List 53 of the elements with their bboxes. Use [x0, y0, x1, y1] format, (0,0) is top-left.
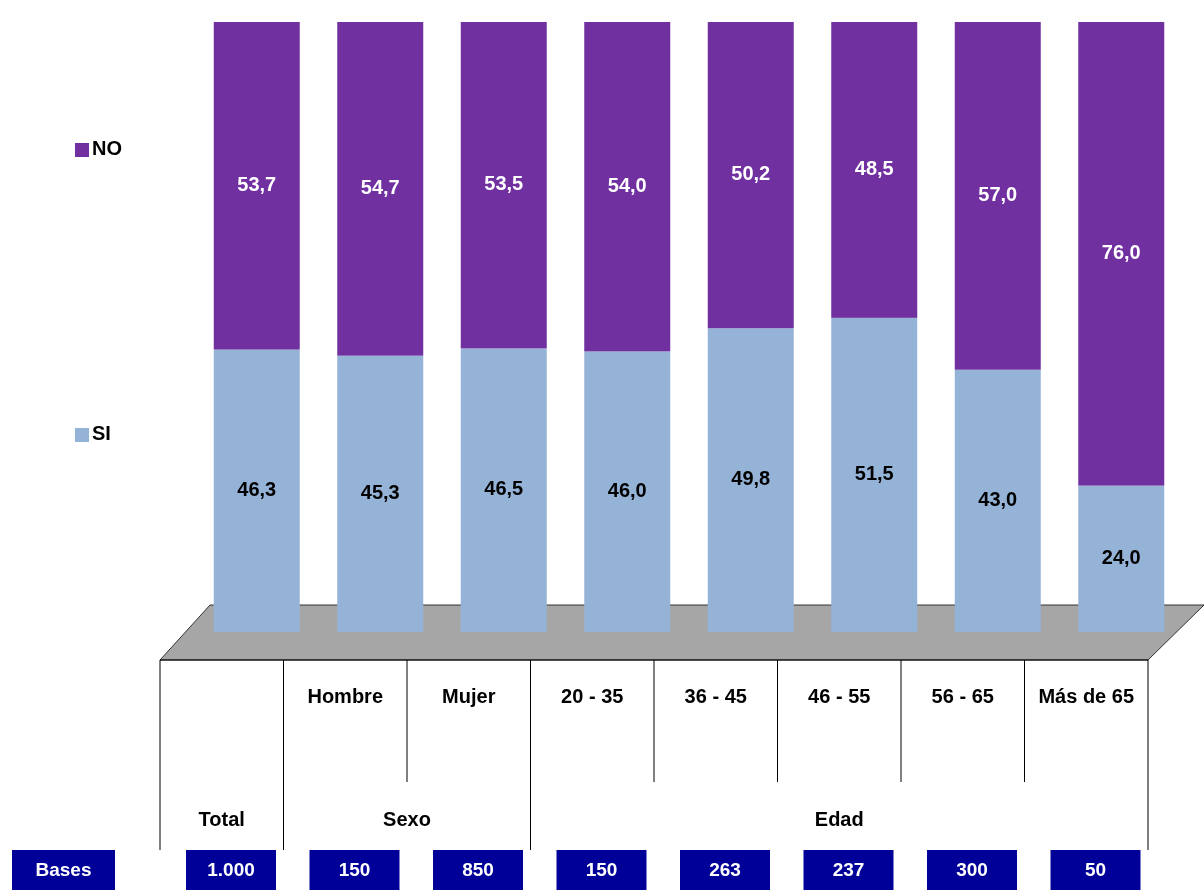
- bar: [707, 328, 794, 632]
- data-label: 76,0: [1101, 241, 1141, 264]
- bar: [337, 22, 424, 356]
- text: 237: [832, 859, 865, 881]
- data-label: 53,7: [237, 173, 277, 196]
- bar: [213, 349, 300, 632]
- bar: [337, 355, 424, 632]
- x-tick-label: 36 - 45: [684, 685, 747, 708]
- x-tick-label: 56 - 65: [931, 685, 994, 708]
- legend-label: NO: [92, 137, 122, 160]
- bar: [831, 22, 918, 318]
- data-label: 24,0: [1101, 546, 1141, 569]
- bar: [954, 22, 1041, 370]
- data-label: 54,0: [607, 173, 647, 196]
- data-label: 46,0: [607, 478, 647, 501]
- x-tick-label: 20 - 35: [561, 685, 624, 708]
- data-label: 57,0: [978, 183, 1018, 206]
- bar: [954, 369, 1041, 632]
- data-label: 54,7: [360, 176, 400, 199]
- text: 50: [1084, 859, 1107, 881]
- text: 850: [462, 859, 494, 881]
- data-label: 46,5: [484, 477, 524, 500]
- text: Bases: [35, 859, 92, 881]
- data-label: 48,5: [854, 157, 894, 180]
- data-label: 53,5: [484, 172, 524, 195]
- data-label: 49,8: [731, 467, 771, 490]
- text: Sexo: [383, 808, 431, 831]
- bar: [213, 22, 300, 350]
- text: Total: [198, 808, 245, 831]
- text: Edad: [814, 808, 864, 831]
- x-tick-label: Mujer: [442, 685, 496, 708]
- bar: [707, 22, 794, 329]
- bar: [1078, 485, 1165, 632]
- bar: [460, 348, 547, 632]
- data-label: 50,2: [731, 162, 771, 185]
- data-label: 46,3: [237, 478, 277, 501]
- text: 1.000: [207, 859, 255, 881]
- legend-label: SI: [92, 422, 111, 445]
- bar: [1078, 22, 1165, 486]
- x-tick-label: Hombre: [307, 685, 384, 708]
- data-label: 43,0: [978, 488, 1018, 511]
- data-label: 45,3: [360, 481, 400, 504]
- text: 150: [338, 859, 371, 881]
- bar: [831, 317, 918, 632]
- bar: [460, 22, 547, 349]
- data-label: 51,5: [854, 462, 894, 485]
- text: 150: [585, 859, 618, 881]
- text: 300: [956, 859, 988, 881]
- bar: [584, 22, 671, 352]
- bar: [584, 351, 671, 632]
- text: 263: [709, 859, 741, 881]
- x-tick-label: 46 - 55: [808, 685, 871, 708]
- x-tick-label: Más de 65: [1038, 685, 1135, 708]
